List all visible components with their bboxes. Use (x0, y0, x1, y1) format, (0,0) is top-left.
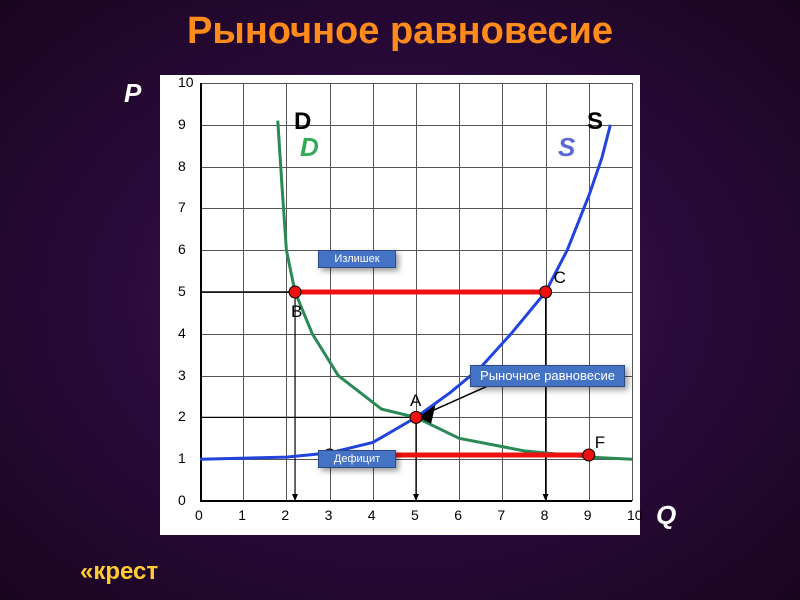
xtick-label: 10 (627, 507, 643, 523)
xtick-label: 2 (281, 507, 289, 523)
footer-text: «крест (80, 558, 158, 586)
demand-label-green: D (300, 132, 319, 163)
page-title: Рыночное равновесие (0, 0, 800, 53)
axis-label-p: P (124, 78, 141, 109)
ytick-label: 0 (178, 492, 186, 508)
point-label-В: В (291, 302, 302, 322)
point-label-С: С (554, 268, 566, 288)
xtick-label: 1 (238, 507, 246, 523)
ytick-label: 3 (178, 367, 186, 383)
xtick-label: 8 (541, 507, 549, 523)
xtick-label: 3 (325, 507, 333, 523)
ytick-label: 6 (178, 241, 186, 257)
grid-v (632, 83, 633, 501)
xtick-label: 0 (195, 507, 203, 523)
point-F (583, 449, 595, 461)
supply-label-black: S (587, 108, 603, 136)
xtick-label: 6 (454, 507, 462, 523)
deficit-box: Дефицит (318, 450, 396, 468)
ytick-label: 1 (178, 450, 186, 466)
axis-label-q: Q (656, 500, 676, 531)
xtick-label: 4 (368, 507, 376, 523)
ytick-label: 2 (178, 408, 186, 424)
ytick-label: 9 (178, 116, 186, 132)
surplus-box: Излишек (318, 250, 396, 268)
point-label-F: F (595, 433, 605, 453)
xtick-label: 5 (411, 507, 419, 523)
equilibrium-box: Рыночное равновесие (470, 365, 625, 387)
xtick-label: 7 (497, 507, 505, 523)
point-A (410, 411, 422, 423)
point-C (540, 286, 552, 298)
point-B (289, 286, 301, 298)
ytick-label: 5 (178, 283, 186, 299)
ytick-label: 4 (178, 325, 186, 341)
ytick-label: 10 (178, 74, 194, 90)
point-label-A: A (410, 391, 421, 411)
ytick-label: 7 (178, 199, 186, 215)
ytick-label: 8 (178, 158, 186, 174)
xtick-label: 9 (584, 507, 592, 523)
supply-label-blue: S (558, 132, 575, 163)
